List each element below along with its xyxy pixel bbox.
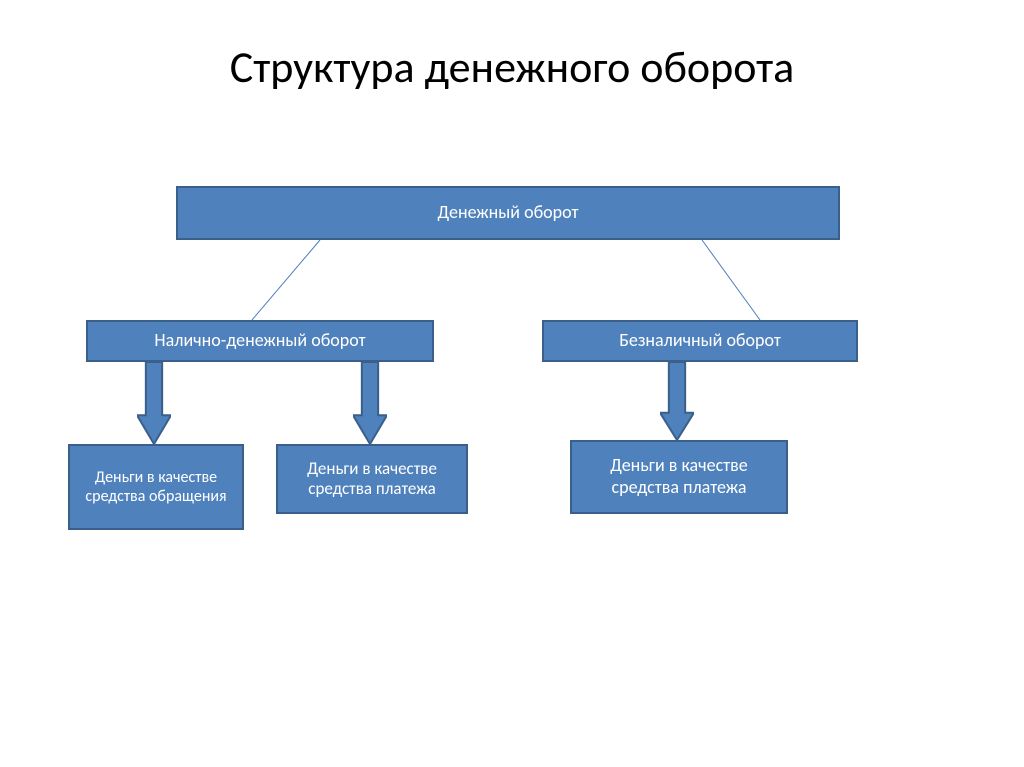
- arrow-down-icon: [353, 362, 387, 444]
- node-noncash: Безналичный оборот: [542, 320, 858, 362]
- node-root-label: Денежный оборот: [438, 202, 579, 224]
- line-root-left: [252, 240, 320, 320]
- node-circulation: Деньги в качестве средства обращения: [68, 444, 244, 530]
- node-payment-cash: Деньги в качестве средства платежа: [276, 444, 468, 514]
- node-payment-noncash-label: Деньги в качестве средства платежа: [578, 455, 780, 498]
- node-noncash-label: Безналичный оборот: [619, 330, 781, 352]
- node-payment-noncash: Деньги в качестве средства платежа: [570, 440, 788, 514]
- arrow-down-icon: [660, 362, 694, 440]
- slide: Структура денежного оборота Денежный обо…: [0, 0, 1024, 767]
- node-root: Денежный оборот: [176, 186, 840, 240]
- node-cash: Налично-денежный оборот: [86, 320, 434, 362]
- node-cash-label: Налично-денежный оборот: [154, 330, 365, 352]
- node-circulation-label: Деньги в качестве средства обращения: [76, 468, 236, 506]
- node-payment-cash-label: Деньги в качестве средства платежа: [284, 459, 460, 500]
- arrow-down-icon: [137, 362, 171, 444]
- line-root-right: [702, 240, 760, 320]
